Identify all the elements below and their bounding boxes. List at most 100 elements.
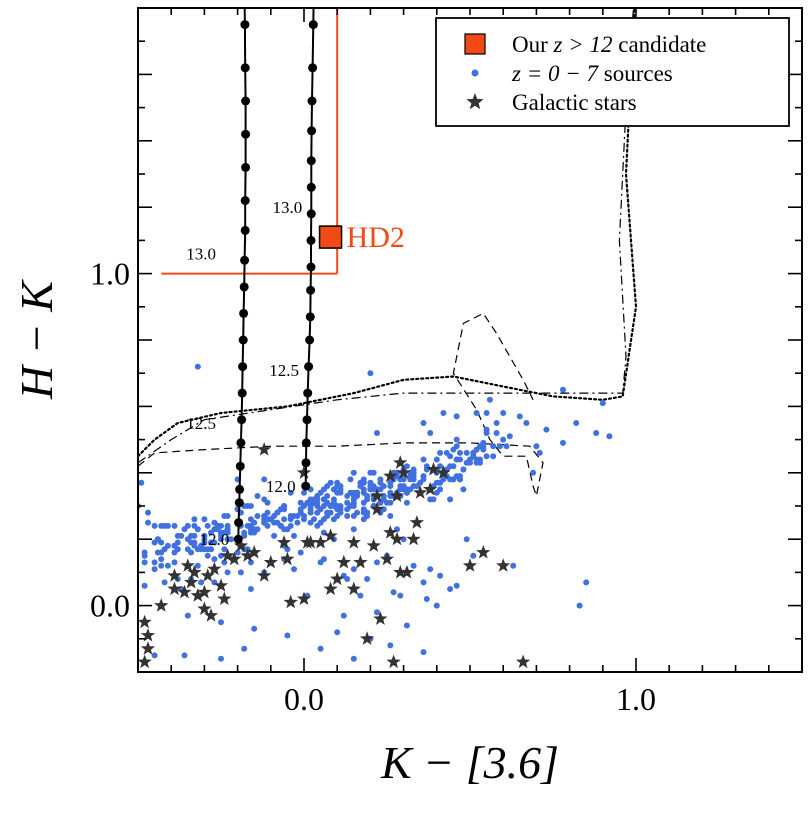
track-left-point <box>240 63 250 73</box>
galactic-star <box>263 554 278 569</box>
source-point <box>493 430 500 436</box>
source-point <box>560 439 566 446</box>
source-point <box>387 499 394 506</box>
source-point <box>218 619 224 626</box>
source-point <box>420 579 427 586</box>
source-point <box>437 572 444 579</box>
source-point <box>450 463 457 470</box>
galactic-star <box>213 578 229 592</box>
reference-curve-dashed <box>138 312 544 499</box>
source-point <box>198 579 205 586</box>
source-point <box>284 632 291 639</box>
galactic-star <box>330 571 345 586</box>
source-point <box>357 483 364 490</box>
galactic-star <box>203 608 219 622</box>
source-point <box>158 562 165 569</box>
source-point <box>301 503 307 509</box>
galactic-star <box>154 598 169 612</box>
track-right-point <box>306 209 316 219</box>
source-point <box>387 513 394 519</box>
source-point <box>145 519 151 526</box>
source-point <box>427 430 434 436</box>
tracks-layer <box>233 8 318 544</box>
galactic-star <box>389 488 405 503</box>
source-point <box>374 609 380 616</box>
galactic-star <box>240 548 255 562</box>
candidate-layer: HD2 <box>318 221 405 254</box>
track-left-point <box>240 255 250 265</box>
source-point <box>367 486 374 493</box>
source-point <box>357 592 364 599</box>
galactic-star <box>190 588 205 602</box>
track-right-point <box>301 458 311 468</box>
source-point <box>164 542 171 549</box>
source-point <box>420 420 427 426</box>
galactic-star <box>383 468 398 483</box>
source-point <box>350 566 357 573</box>
track-left-point <box>238 335 248 345</box>
reference-curves-layer <box>138 8 638 499</box>
source-point <box>194 562 201 569</box>
source-point <box>194 526 201 533</box>
galactic-star <box>436 465 451 479</box>
source-point <box>583 579 590 586</box>
track-left-point <box>237 388 247 398</box>
source-point <box>201 516 208 523</box>
sources-layer <box>138 363 613 662</box>
source-point <box>360 506 367 513</box>
galactic-star <box>353 554 368 569</box>
galactic-star <box>393 564 408 579</box>
legend-stars-marker <box>466 93 484 110</box>
x-tick-label: 0.0 <box>284 681 324 717</box>
source-point <box>360 499 367 506</box>
source-point <box>493 420 500 426</box>
source-point <box>254 493 261 499</box>
source-point <box>271 532 278 539</box>
source-point <box>533 443 540 450</box>
source-point <box>374 430 380 436</box>
source-point <box>171 522 178 529</box>
legend-sources-marker <box>471 69 479 77</box>
source-point <box>324 499 331 506</box>
source-point <box>330 486 337 493</box>
track-left-point <box>234 518 244 528</box>
source-point <box>171 542 178 549</box>
source-point <box>301 516 307 523</box>
source-point <box>480 443 487 450</box>
galactic-star <box>323 581 338 596</box>
source-point <box>573 420 580 426</box>
source-point <box>320 556 327 563</box>
legend-label: Our z > 12 candidate <box>512 32 706 57</box>
source-point <box>407 473 414 480</box>
track-left-point <box>239 282 249 292</box>
candidate-marker <box>318 225 343 249</box>
galactic-star <box>406 531 421 546</box>
source-point <box>516 413 523 420</box>
galactic-star <box>426 462 441 476</box>
source-point <box>138 479 145 486</box>
axes-layer: 0.0 1.0 0.0 1.0 K − [3.6] H − K <box>11 7 803 788</box>
source-point <box>510 562 517 569</box>
source-point <box>151 522 158 529</box>
source-point <box>218 655 224 662</box>
galactic-star <box>167 568 182 582</box>
source-point <box>314 509 321 516</box>
source-point <box>211 539 218 546</box>
galactic-star <box>138 654 152 669</box>
source-point <box>164 562 171 569</box>
source-point <box>274 519 281 526</box>
source-point <box>367 370 374 377</box>
source-point <box>317 519 324 526</box>
source-point <box>291 532 297 539</box>
source-point <box>467 459 473 466</box>
galactic-star <box>140 628 156 642</box>
track-left-point <box>235 484 245 494</box>
track-right-point <box>301 481 311 491</box>
source-point <box>191 539 198 546</box>
candidate-label: HD2 <box>347 221 405 254</box>
source-point <box>403 622 410 629</box>
source-point <box>360 516 367 523</box>
source-point <box>161 522 168 529</box>
galactic-star <box>280 551 295 566</box>
source-point <box>324 513 331 519</box>
